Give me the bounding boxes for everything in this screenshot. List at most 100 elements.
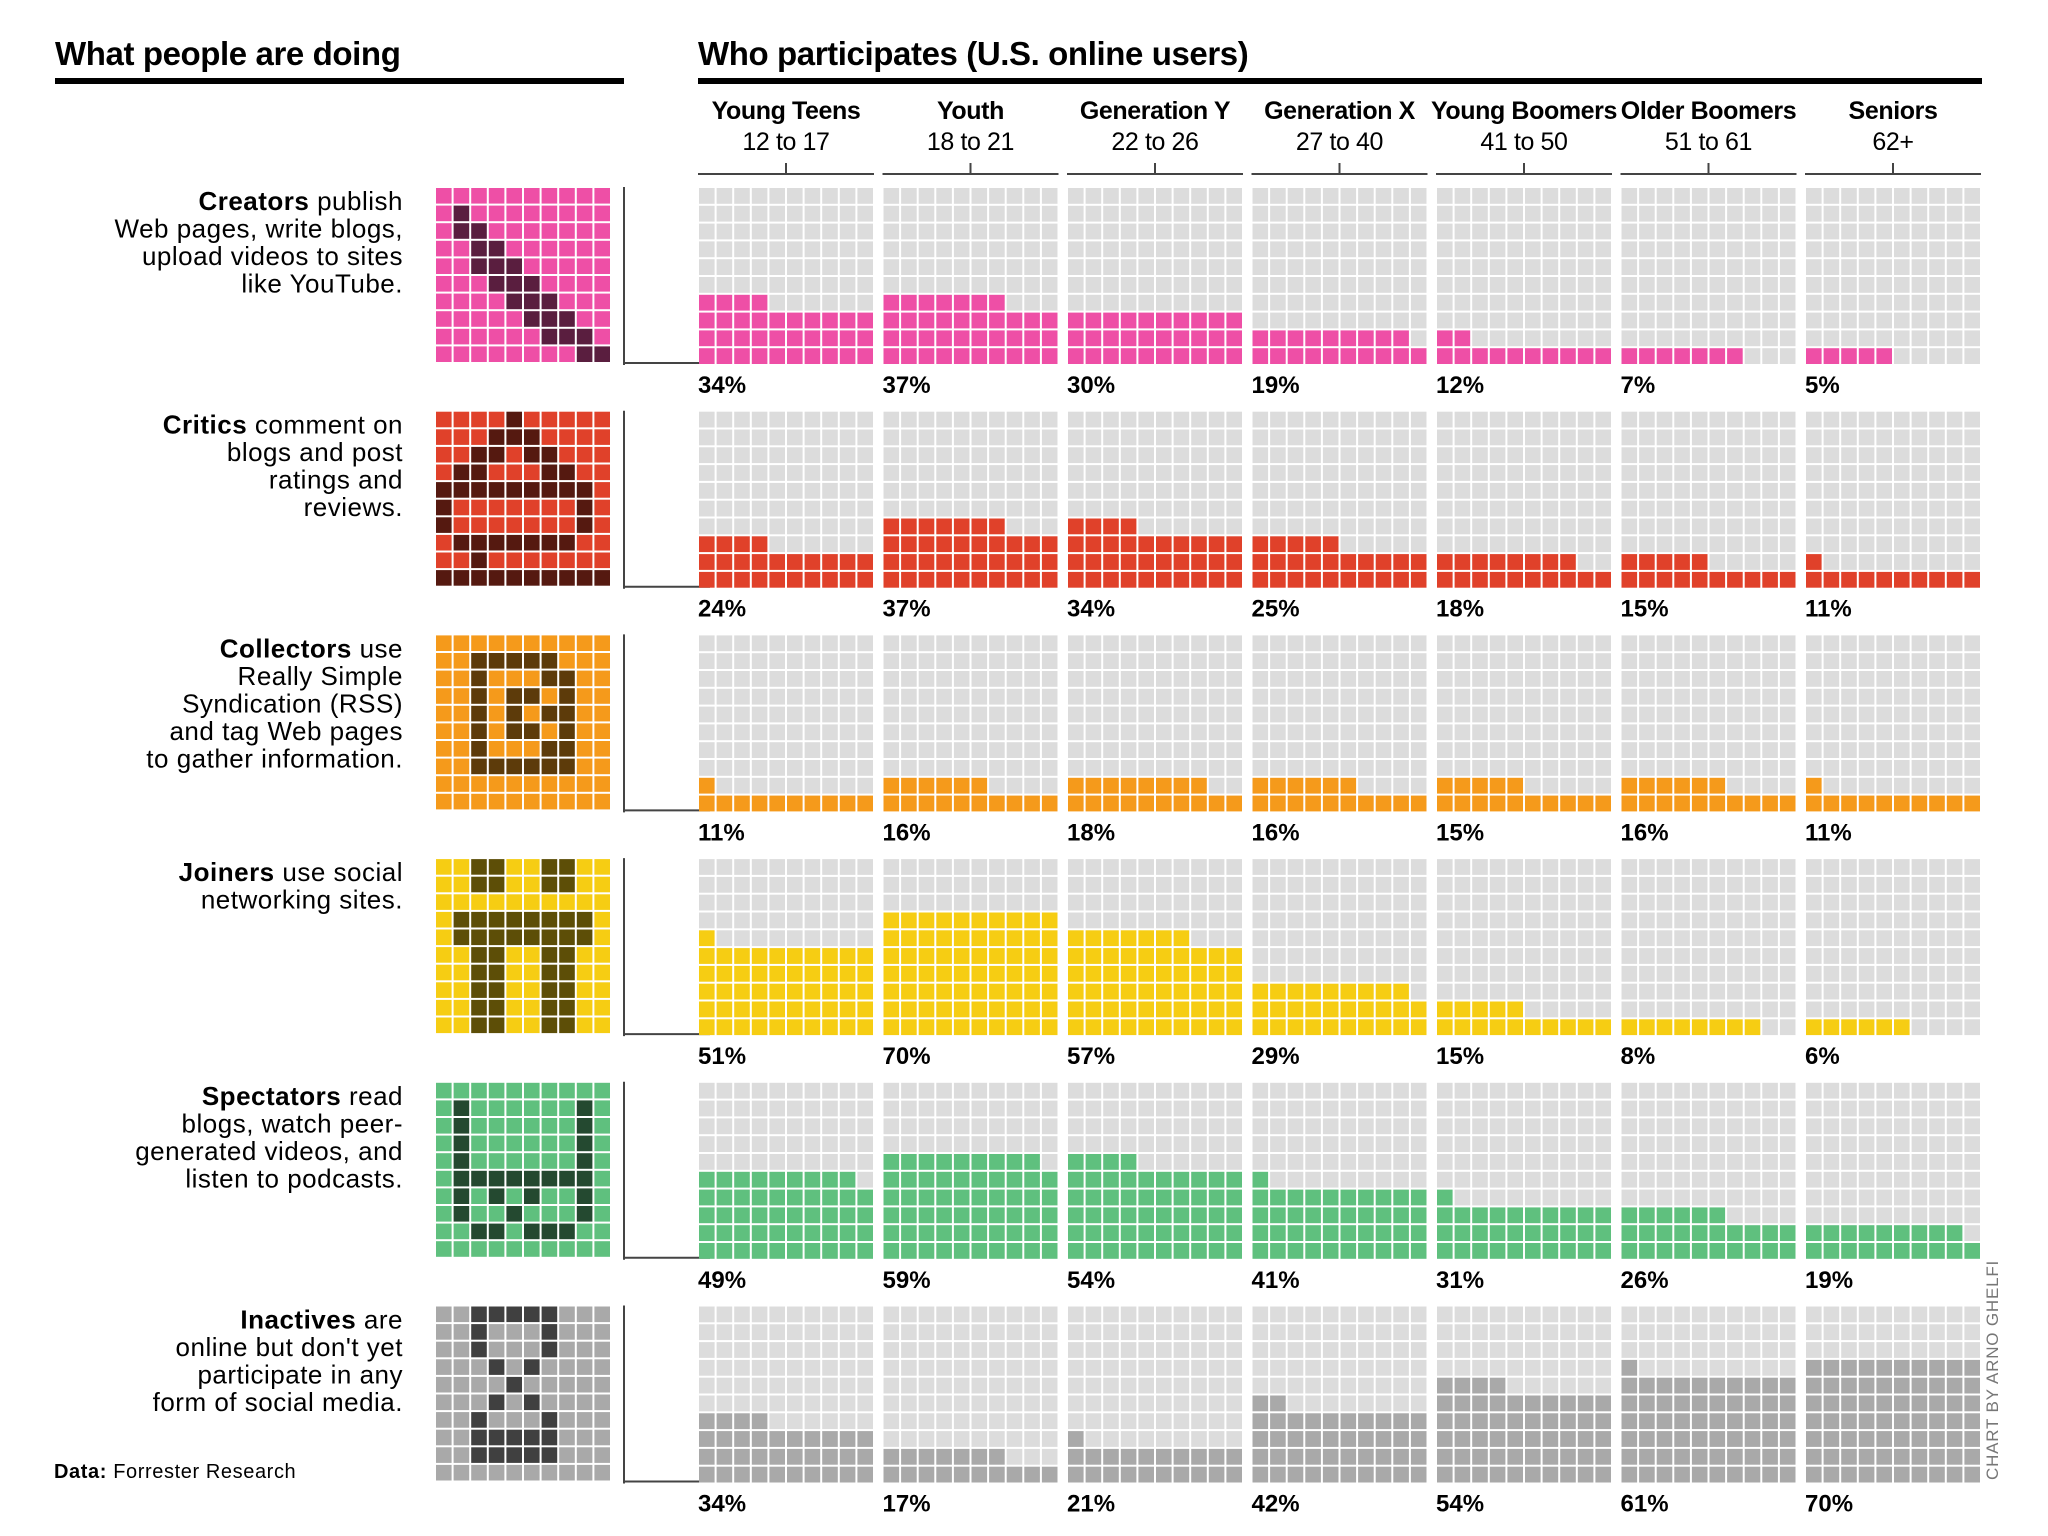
- waffle-cell-empty: [1252, 241, 1269, 258]
- waffle-cell-filled: [1226, 571, 1242, 588]
- waffle-cell-filled: [1103, 1019, 1119, 1036]
- waffle-cell-empty: [1322, 277, 1339, 293]
- waffle-cell-filled: [1024, 930, 1040, 947]
- icon-pixel: [488, 223, 505, 239]
- waffle-cell-filled: [1024, 1225, 1040, 1241]
- waffle-cell-filled: [1322, 348, 1339, 364]
- icon-pixel: [488, 635, 505, 651]
- icon-pixel: [506, 859, 522, 875]
- waffle-cell-empty: [1226, 277, 1242, 293]
- waffle-cell-empty: [1595, 1082, 1611, 1099]
- group-name-label: Seniors: [1849, 97, 1938, 125]
- waffle-cell-empty: [1876, 706, 1892, 723]
- icon-pixel: [453, 1118, 470, 1134]
- segment-desc-line: blogs and post: [227, 437, 403, 467]
- icon-pixel: [506, 205, 522, 222]
- waffle-cell-empty: [1577, 983, 1594, 1000]
- waffle-cell-empty: [1305, 912, 1321, 929]
- waffle-cell-empty: [839, 1082, 856, 1099]
- icon-pixel: [541, 947, 558, 963]
- waffle-cell-empty: [1525, 1171, 1541, 1188]
- group-range-label: 18 to 21: [927, 128, 1014, 156]
- waffle-panel: [1437, 188, 1611, 364]
- waffle-cell-empty: [804, 912, 821, 929]
- waffle-cell-filled: [1287, 554, 1304, 570]
- waffle-cell-empty: [1964, 1118, 1980, 1135]
- waffle-cell-filled: [1006, 930, 1023, 947]
- waffle-cell-empty: [1876, 500, 1892, 517]
- waffle-cell-empty: [1841, 1189, 1857, 1206]
- value-label: 16%: [1621, 819, 1669, 846]
- waffle-cell-filled: [1340, 554, 1357, 570]
- waffle-cell-filled: [1322, 1413, 1339, 1430]
- icon-pixel: [488, 894, 505, 910]
- waffle-cell-filled: [1068, 1001, 1084, 1018]
- icon-pixel: [436, 859, 452, 875]
- waffle-cell-empty: [936, 894, 952, 911]
- waffle-cell-filled: [883, 1448, 900, 1465]
- waffle-cell-filled: [1489, 1431, 1506, 1447]
- waffle-cell-empty: [1322, 259, 1339, 275]
- icon-pixel: [576, 1017, 593, 1034]
- waffle-cell-empty: [716, 760, 733, 776]
- waffle-cell-filled: [787, 1189, 803, 1206]
- waffle-cell-empty: [1437, 948, 1453, 964]
- waffle-cell-empty: [1489, 429, 1506, 446]
- waffle-cell-empty: [1691, 1118, 1708, 1135]
- waffle-panel: [1437, 1082, 1611, 1259]
- waffle-cell-empty: [1727, 930, 1743, 947]
- waffle-cell-filled: [804, 1171, 821, 1188]
- waffle-cell-empty: [1806, 760, 1822, 776]
- waffle-cell-empty: [1946, 1100, 1963, 1117]
- waffle-cell-empty: [1208, 1359, 1225, 1376]
- waffle-cell-empty: [1024, 1082, 1040, 1099]
- waffle-cell-filled: [1173, 948, 1190, 964]
- waffle-cell-filled: [1656, 571, 1673, 588]
- waffle-cell-empty: [1762, 1001, 1778, 1018]
- waffle-cell-empty: [1577, 411, 1594, 428]
- waffle-cell-filled: [1287, 330, 1304, 347]
- icon-pixel: [436, 258, 452, 274]
- waffle-cell-empty: [1595, 894, 1611, 911]
- waffle-cell-empty: [1393, 447, 1409, 464]
- waffle-cell-empty: [1454, 411, 1471, 428]
- waffle-cell-filled: [936, 1019, 952, 1036]
- waffle-cell-empty: [1639, 1118, 1655, 1135]
- icon-pixel: [506, 776, 522, 792]
- waffle-cell-empty: [1472, 1082, 1488, 1099]
- waffle-cell-empty: [1120, 653, 1137, 669]
- waffle-cell-filled: [1156, 312, 1172, 329]
- waffle-cell-empty: [918, 706, 935, 723]
- waffle-cell-empty: [1340, 912, 1357, 929]
- icon-pixel: [524, 1359, 540, 1375]
- waffle-cell-empty: [1024, 1324, 1040, 1341]
- icon-pixel: [506, 894, 522, 910]
- waffle-cell-empty: [1691, 760, 1708, 776]
- waffle-cell-empty: [699, 706, 715, 723]
- waffle-cell-empty: [1876, 1306, 1892, 1323]
- waffle-cell-empty: [839, 688, 856, 705]
- icon-pixel: [488, 1017, 505, 1034]
- waffle-cell-filled: [936, 536, 952, 553]
- waffle-cell-empty: [953, 1324, 970, 1341]
- waffle-cell-empty: [1024, 894, 1040, 911]
- waffle-cell-filled: [751, 965, 768, 982]
- waffle-cell-filled: [751, 554, 768, 570]
- waffle-cell-empty: [1911, 294, 1928, 311]
- waffle-cell-empty: [804, 1082, 821, 1099]
- waffle-cell-filled: [1595, 795, 1611, 812]
- waffle-cell-empty: [1858, 930, 1875, 947]
- waffle-panel: [1621, 411, 1796, 588]
- waffle-cell-empty: [1806, 1207, 1822, 1224]
- waffle-cell-empty: [1964, 894, 1980, 911]
- waffle-cell-filled: [1823, 1413, 1840, 1430]
- waffle-cell-empty: [1858, 294, 1875, 311]
- waffle-cell-empty: [1041, 859, 1058, 875]
- waffle-cell-filled: [1946, 1243, 1963, 1259]
- waffle-cell-filled: [953, 1154, 970, 1170]
- waffle-cell-empty: [1437, 965, 1453, 982]
- waffle-cell-empty: [787, 188, 803, 204]
- waffle-cell-filled: [1691, 1466, 1708, 1483]
- waffle-cell-filled: [1876, 1431, 1892, 1447]
- waffle-cell-empty: [1762, 312, 1778, 329]
